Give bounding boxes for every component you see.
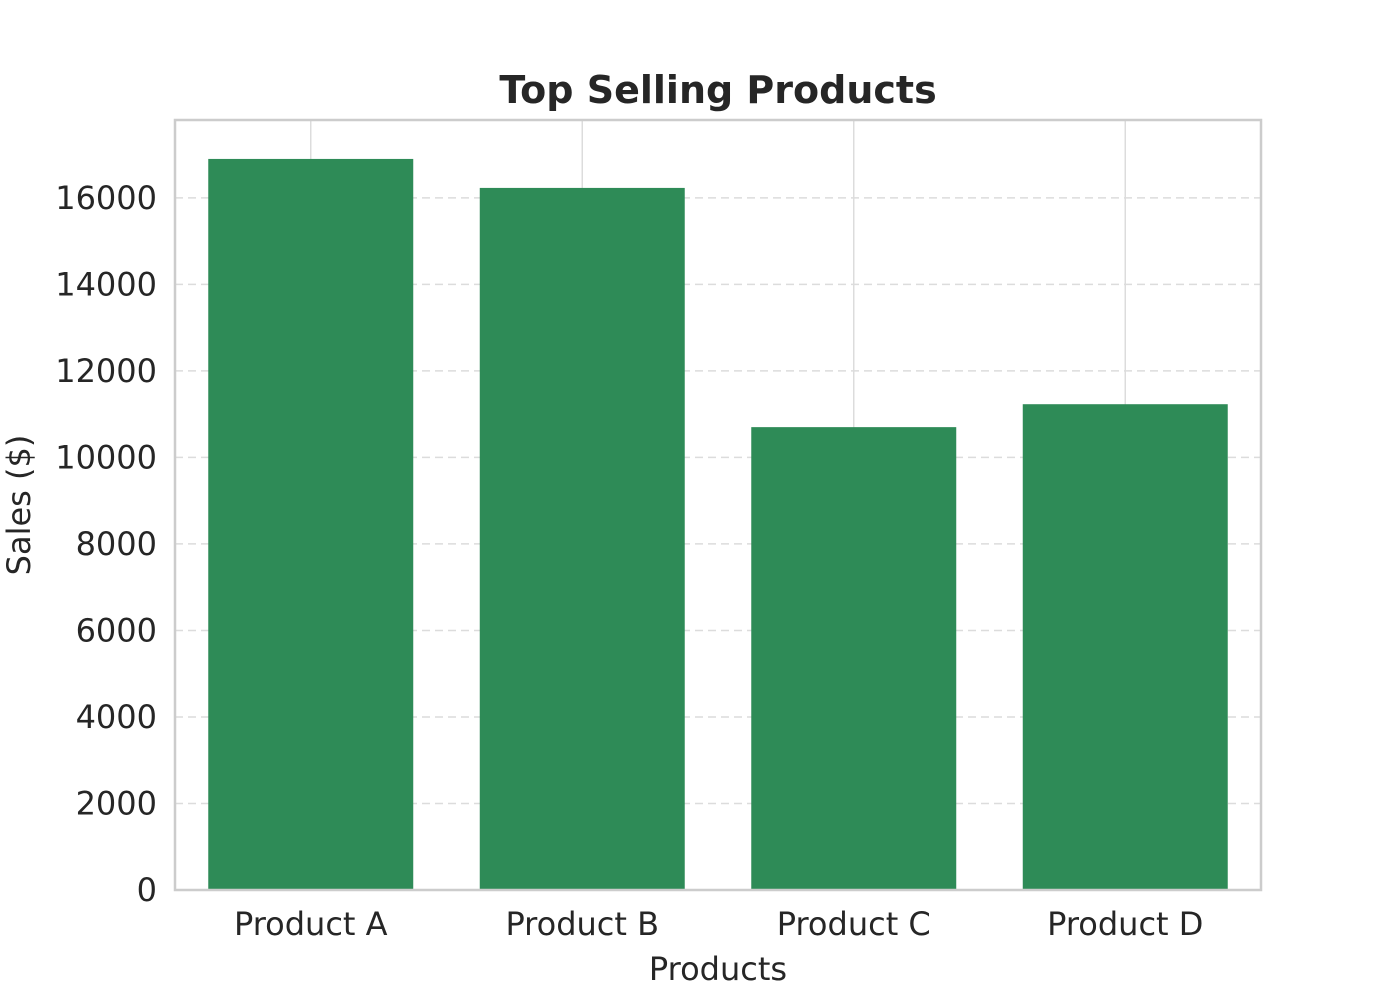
y-tick-label: 6000 xyxy=(76,611,157,649)
x-tick-labels: Product A Product B Product C Product D xyxy=(234,905,1203,943)
chart-title: Top Selling Products xyxy=(499,68,936,112)
bar-product-a xyxy=(208,158,414,890)
x-tick-label: Product D xyxy=(1047,905,1203,943)
plot-frame xyxy=(173,118,1263,892)
x-tick-label: Product C xyxy=(777,905,931,943)
bars xyxy=(208,158,1228,891)
y-tick-label: 4000 xyxy=(76,698,157,736)
bar-product-d xyxy=(1022,404,1228,890)
y-tick-label: 10000 xyxy=(55,438,157,476)
y-tick-labels: 0 2000 4000 6000 8000 10000 12000 14000 16000 xyxy=(55,179,157,909)
bar-product-c xyxy=(751,427,957,890)
x-axis-label: Products xyxy=(649,950,787,988)
y-tick-label: 0 xyxy=(137,871,157,909)
y-tick-label: 14000 xyxy=(55,265,157,303)
y-tick-label: 16000 xyxy=(55,179,157,217)
bar-product-b xyxy=(479,187,685,891)
x-tick-label: Product B xyxy=(505,905,659,943)
y-tick-label: 2000 xyxy=(76,784,157,822)
x-tick-label: Product A xyxy=(234,905,388,943)
y-axis-label: Sales ($) xyxy=(0,435,38,576)
y-tick-label: 8000 xyxy=(76,525,157,563)
y-tick-label: 12000 xyxy=(55,352,157,390)
